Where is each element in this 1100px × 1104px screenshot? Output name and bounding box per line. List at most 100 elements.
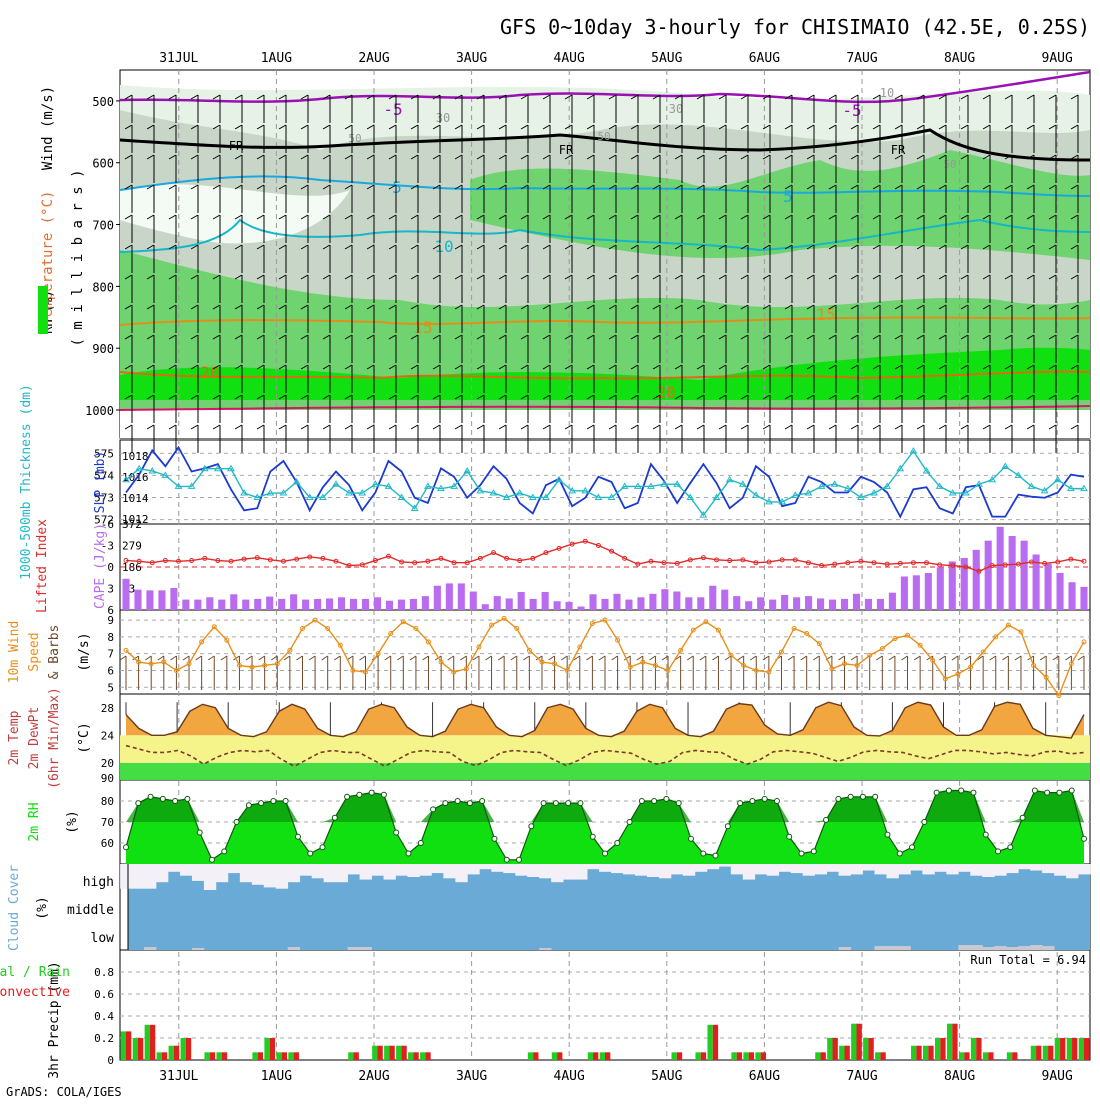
upper-wind-barb-flag (630, 124, 639, 130)
wind10-speed-marker (363, 669, 368, 675)
upper-wind-barb-flag (586, 304, 595, 310)
thickness-marker (804, 489, 813, 496)
upper-wind-barb-flag (1004, 244, 1013, 250)
cape-bar (673, 591, 681, 610)
upper-wind-barb-flag (190, 214, 199, 220)
upper-wind-barb-flag (960, 394, 969, 400)
lifted-index-marker (307, 554, 313, 560)
contour-label: 50 (597, 130, 610, 143)
cloud-high-gap (587, 864, 600, 870)
upper-wind-barb-flag (894, 304, 903, 310)
wind10-speed-marker (766, 669, 772, 675)
upper-wind-barb-flag (674, 304, 683, 310)
upper-wind-barb-flag (608, 424, 617, 430)
upper-wind-barb-flag (256, 274, 265, 280)
upper-wind-barb-flag (696, 184, 705, 190)
rh2m-marker (982, 831, 989, 838)
cloud-high-gap (790, 864, 804, 874)
upper-wind-barb-flag (344, 214, 353, 220)
contour-label: FR (559, 143, 574, 157)
upper-wind-barb-flag (586, 334, 595, 340)
contour-label: 50 (348, 132, 361, 145)
cape-bar (601, 598, 609, 610)
upper-wind-barb-flag (784, 424, 793, 430)
upper-wind-barb-flag (828, 334, 837, 340)
precip-convective-bar (161, 1052, 168, 1060)
contour-label: -5 (842, 101, 861, 120)
slp-tick-label: 1012 (122, 513, 149, 526)
date-label-top: 31JUL (159, 51, 198, 66)
cape-bar (230, 594, 238, 610)
upper-wind-barb-flag (212, 124, 221, 130)
wind10-barb-flag (308, 655, 316, 661)
upper-wind-barb-flag (762, 424, 771, 430)
upper-wind-barb-flag (168, 364, 177, 370)
upper-wind-barb-flag (410, 334, 419, 340)
upper-wind-barb-flag (278, 304, 287, 310)
upper-wind-barb-flag (454, 364, 463, 370)
lifted-index-marker (582, 538, 588, 544)
upper-wind-barb-flag (784, 274, 793, 280)
contour-minus5 (119, 70, 1091, 104)
upper-wind-barb-flag (586, 154, 595, 160)
thickness-marker (607, 493, 616, 500)
upper-wind-barb-flag (564, 154, 573, 160)
upper-wind-barb-flag (740, 334, 749, 340)
upper-wind-barb-flag (432, 94, 441, 100)
upper-wind-barb-flag (674, 274, 683, 280)
upper-wind-barb-flag (872, 154, 881, 160)
rh2m-marker (995, 848, 1002, 855)
cape-bar (864, 598, 872, 610)
upper-wind-barb-flag (982, 94, 991, 100)
wind10-speed-marker (741, 662, 747, 668)
upper-wind-barb-flag (344, 274, 353, 280)
thickness-marker (830, 480, 839, 487)
rh2m-marker (1007, 844, 1014, 851)
upper-wind-barb-flag (938, 334, 947, 340)
upper-wind-barb-flag (190, 154, 199, 160)
upper-wind-barb-flag (828, 184, 837, 190)
contour-label: FR (229, 139, 244, 153)
upper-wind-barb-flag (1070, 94, 1079, 100)
lifted-index-marker (884, 561, 890, 567)
cloud-high-gap (886, 864, 899, 879)
cape-bar (565, 601, 573, 610)
wind10-barb-flag (359, 655, 366, 661)
precip-tick-label: 0.2 (94, 1032, 114, 1045)
upper-wind-barb-flag (696, 124, 705, 130)
upper-wind-barb-flag (982, 274, 991, 280)
upper-wind-barb-flag (124, 94, 133, 100)
wind10-speed-marker (867, 652, 873, 658)
upper-wind-barb-flag (520, 244, 529, 250)
thickness-marker (647, 482, 655, 489)
wind10-barb-flag (472, 655, 480, 661)
upper-wind-barb-flag (498, 184, 507, 190)
upper-wind-barb-flag (828, 124, 837, 130)
cloud-high-gap (1066, 864, 1079, 879)
lifted-index-marker (399, 559, 405, 565)
thickness-marker (476, 486, 485, 494)
thickness-marker (765, 497, 773, 505)
temp2m-tick-label: 20 (101, 757, 114, 770)
lifted-index-marker (320, 555, 326, 561)
cape-bar (182, 599, 190, 610)
upper-wind-barb-flag (212, 304, 221, 310)
wind10-barb-flag (485, 655, 492, 661)
rh2m-marker (614, 840, 621, 846)
rh2m-marker (1068, 787, 1075, 794)
upper-wind-barb-flag (1026, 124, 1035, 130)
precip-rain-bar (875, 1052, 881, 1060)
thickness-marker (450, 482, 458, 489)
date-label-top: 4AUG (554, 51, 585, 66)
precip-rain-bar (420, 1052, 426, 1060)
wind10-speed-marker (539, 659, 545, 665)
date-label-bottom: 4AUG (554, 1069, 585, 1084)
upper-wind-barb-flag (586, 94, 595, 100)
upper-wind-barb-flag (498, 124, 507, 130)
upper-wind-barb-flag (740, 394, 749, 400)
upper-wind-barb-flag (938, 394, 947, 400)
upper-wind-barb-flag (410, 424, 419, 430)
precip-convective-bar (257, 1052, 264, 1060)
